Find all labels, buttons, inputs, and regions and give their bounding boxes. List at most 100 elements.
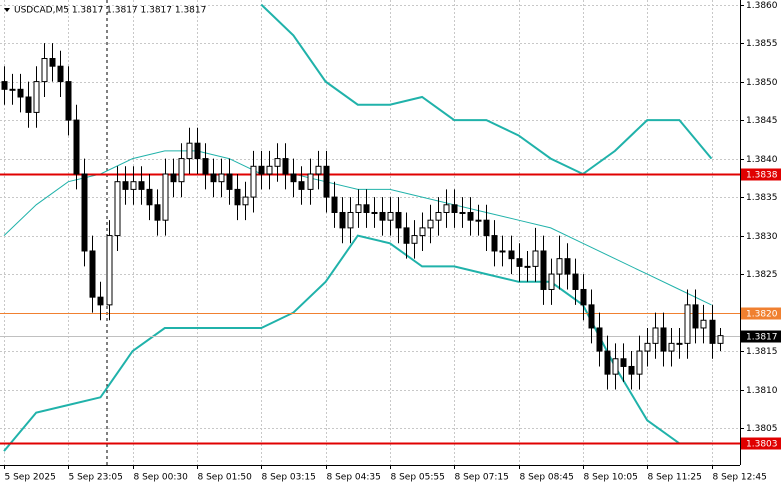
candle-body	[564, 258, 571, 275]
band-line	[3, 150, 712, 306]
candle-body	[186, 142, 193, 160]
candle-body	[154, 204, 161, 221]
candle-body	[692, 304, 699, 329]
candle-body	[25, 96, 32, 113]
y-tick-label: 1.3830	[746, 232, 778, 242]
x-tick-label: 8 Sep 11:25	[648, 473, 702, 483]
candle-body	[363, 204, 370, 213]
candle-body	[242, 196, 249, 206]
candle-body	[162, 173, 169, 221]
candle-body	[572, 273, 579, 290]
level-tag	[741, 437, 781, 450]
x-tick-label: 5 Sep 23:05	[69, 473, 123, 483]
candle-body	[411, 235, 418, 244]
candle-body	[628, 365, 635, 375]
candle-body	[427, 219, 434, 229]
candle-body	[660, 327, 667, 352]
candle-body	[266, 165, 273, 175]
candle-body	[644, 342, 651, 352]
candle-body	[499, 250, 506, 253]
candle-body	[491, 235, 498, 252]
level-label: 1.3820	[746, 310, 778, 320]
x-tick-label: 8 Sep 03:15	[262, 473, 316, 483]
candle-body	[700, 319, 707, 329]
x-tick-label: 8 Sep 12:45	[713, 473, 767, 483]
candle-body	[1, 81, 8, 90]
candle-body	[339, 211, 346, 229]
candle-body	[443, 204, 450, 213]
x-tick-label: 8 Sep 10:05	[584, 473, 638, 483]
candle-body	[73, 119, 80, 175]
candle-body	[194, 142, 201, 160]
x-tick-label: 5 Sep 2025	[5, 473, 56, 483]
x-tick-label: 8 Sep 08:45	[520, 473, 574, 483]
x-tick-label: 8 Sep 00:30	[134, 473, 189, 483]
candle-body	[331, 196, 338, 213]
band-line	[260, 3, 713, 176]
x-tick-label: 8 Sep 04:35	[327, 473, 381, 483]
candle-body	[122, 181, 129, 190]
candle-body	[395, 211, 402, 229]
candle-body	[508, 250, 515, 260]
candle-body	[274, 158, 281, 167]
candle-body	[435, 211, 442, 221]
candle-body	[138, 181, 145, 190]
candle-body	[9, 88, 16, 91]
candle-body	[355, 204, 362, 213]
candle-body	[33, 81, 40, 113]
candle-body	[218, 173, 225, 183]
x-tick-label: 8 Sep 07:15	[455, 473, 509, 483]
candle-body	[114, 181, 121, 237]
candle-body	[580, 288, 587, 306]
candle-body	[226, 173, 233, 190]
plot	[0, 3, 740, 452]
candle-body	[532, 250, 539, 267]
candle-body	[298, 181, 305, 190]
candle-body	[49, 58, 56, 67]
candle-body	[17, 88, 24, 98]
y-tick-label: 1.3860	[746, 1, 778, 11]
candle-body	[467, 211, 474, 221]
candle-body	[89, 250, 96, 298]
candle-body	[709, 319, 716, 344]
candle-body	[652, 327, 659, 344]
candle-body	[178, 158, 185, 183]
candle-body	[258, 165, 265, 175]
level-label: 1.3803	[746, 440, 778, 450]
y-tick-label: 1.3805	[746, 424, 778, 434]
candle-body	[483, 219, 490, 237]
candle-body	[202, 158, 209, 175]
candle-body	[556, 258, 563, 275]
x-tick-label: 8 Sep 01:50	[198, 473, 253, 483]
candle-body	[130, 181, 137, 190]
candle-body	[379, 211, 386, 221]
candle-body	[371, 211, 378, 214]
candle-body	[419, 227, 426, 237]
y-tick-label: 1.3850	[746, 78, 778, 88]
candle-body	[459, 211, 466, 214]
candle-body	[403, 227, 410, 244]
candle-body	[676, 342, 683, 345]
candle-body	[347, 211, 354, 229]
last-price-tag	[741, 330, 781, 343]
candle-body	[106, 235, 113, 306]
x-tick-label: 8 Sep 05:55	[391, 473, 445, 483]
candle-body	[604, 350, 611, 375]
candle-body	[210, 173, 217, 183]
last-price-label: 1.3817	[746, 333, 778, 343]
candle-body	[636, 350, 643, 375]
y-tick-label: 1.3815	[746, 347, 778, 357]
candle-body	[588, 304, 595, 329]
candle-body	[315, 165, 322, 175]
candle-body	[170, 173, 177, 183]
y-tick-label: 1.3825	[746, 270, 778, 280]
candle-body	[548, 273, 555, 290]
candle-body	[97, 296, 104, 306]
y-tick-label: 1.3855	[746, 39, 778, 49]
candle-body	[81, 173, 88, 252]
candle-body	[451, 204, 458, 213]
candle-body	[620, 358, 627, 367]
candle-body	[668, 342, 675, 352]
candle-body	[41, 58, 48, 83]
chart-title: USDCAD,M5 1.3817 1.3817 1.3817 1.3817	[14, 6, 206, 16]
